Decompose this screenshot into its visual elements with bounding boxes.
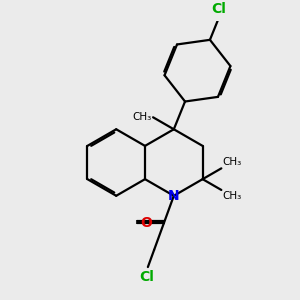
Text: CH₃: CH₃ [222,191,242,201]
Text: CH₃: CH₃ [222,157,242,167]
Text: O: O [140,216,152,230]
Text: Cl: Cl [211,2,226,16]
Text: Cl: Cl [139,270,154,284]
Text: N: N [168,189,180,203]
Text: CH₃: CH₃ [133,112,152,122]
